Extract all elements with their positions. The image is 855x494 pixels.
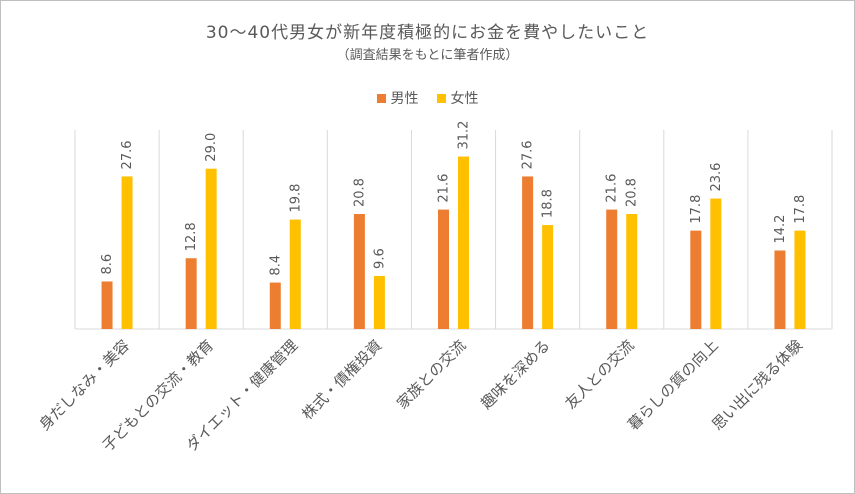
data-label: 31.2: [457, 121, 472, 150]
bar-female: [121, 176, 133, 329]
chart-title: 30～40代男女が新年度積極的にお金を費やしたいこと: [205, 23, 650, 43]
bar-female: [373, 275, 385, 329]
data-label: 21.6: [605, 174, 620, 203]
legend-item-female: 女性: [436, 88, 479, 108]
data-label: 8.6: [100, 254, 115, 275]
data-label: 17.8: [793, 195, 808, 224]
bar-female: [710, 198, 722, 329]
data-label: 23.6: [709, 163, 724, 192]
legend-label-male: 男性: [390, 91, 419, 107]
data-label: 18.8: [541, 189, 556, 218]
data-label: 9.6: [372, 248, 387, 269]
data-label: 27.6: [521, 140, 536, 169]
category-label: 友人との交流: [561, 336, 637, 412]
category-label: 暮らしの質の向上: [624, 336, 722, 434]
bar-female: [542, 225, 554, 329]
data-label: 19.8: [288, 184, 303, 213]
data-label: 20.8: [352, 178, 367, 207]
category-label: 趣味を深める: [477, 336, 553, 412]
data-label: 21.6: [437, 174, 452, 203]
data-label: 8.4: [268, 255, 283, 276]
bar-male: [353, 214, 365, 329]
bar-female: [458, 156, 469, 329]
chart-subtitle: （調査結果をもとに筆者作成）: [336, 48, 519, 63]
category-label: 身だしなみ・美容: [35, 336, 133, 434]
category-label: 株式・債権投資: [298, 336, 385, 423]
data-label: 14.2: [773, 215, 788, 244]
legend-item-male: 男性: [376, 88, 419, 108]
data-label: 17.8: [689, 195, 704, 224]
bar-male: [101, 281, 113, 329]
bar-male: [774, 250, 786, 329]
category-label: 思い出に残る体験: [708, 336, 806, 434]
legend-label-female: 女性: [450, 91, 479, 107]
legend-swatch-male: [376, 93, 386, 103]
legend-swatch-female: [436, 93, 446, 103]
chart-legend: 男性 女性: [0, 88, 855, 108]
bar-female: [289, 219, 301, 329]
bar-female: [794, 230, 806, 329]
bar-male: [438, 209, 449, 329]
data-label: 27.6: [120, 140, 135, 169]
bar-male: [690, 230, 702, 329]
category-label: 家族との交流: [393, 336, 469, 412]
data-label: 29.0: [204, 133, 219, 162]
data-label: 12.8: [184, 222, 199, 251]
bar-male: [269, 282, 281, 329]
bar-male: [522, 176, 534, 329]
bar-male: [185, 258, 197, 329]
bar-female: [626, 214, 638, 329]
bar-female: [205, 168, 217, 329]
bar-male: [606, 209, 618, 329]
data-label: 20.8: [625, 178, 640, 207]
